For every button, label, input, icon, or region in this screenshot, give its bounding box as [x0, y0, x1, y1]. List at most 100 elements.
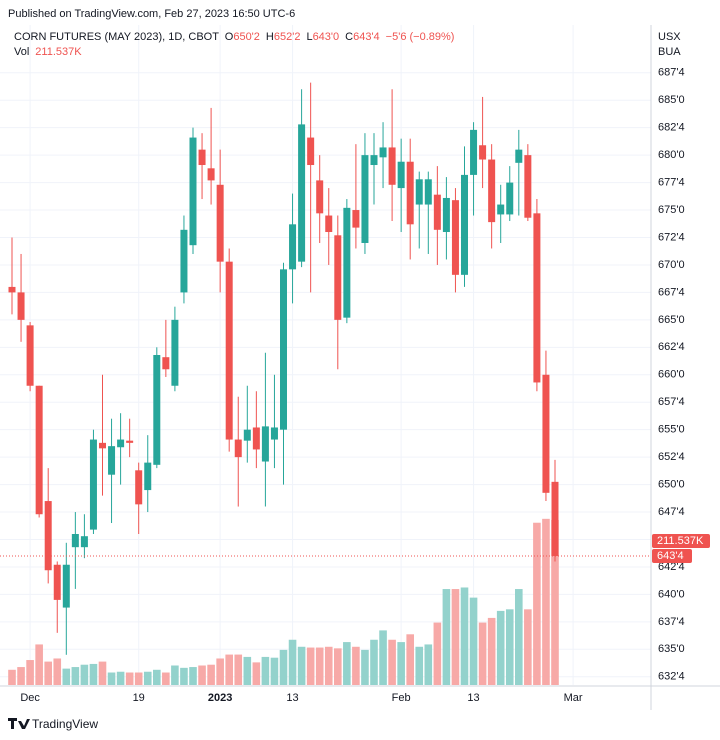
candle-body: [533, 213, 541, 383]
y-tick-label: 682'4: [658, 122, 685, 134]
volume-bar: [143, 671, 152, 685]
candle-body: [261, 426, 269, 462]
candle-body: [234, 439, 242, 458]
volume-bar: [424, 644, 433, 685]
candle-body: [379, 147, 387, 158]
candle-body: [361, 155, 369, 243]
volume-bar: [80, 664, 89, 685]
volume-bar: [62, 668, 71, 685]
volume-bar: [279, 649, 288, 685]
candle-body: [479, 145, 487, 160]
candle-body: [126, 440, 134, 443]
volume-bar: [107, 672, 116, 685]
legend-value: 652'2: [274, 31, 301, 43]
legend-key: O: [225, 31, 234, 43]
volume-bar: [234, 654, 243, 685]
candle-body: [207, 168, 215, 181]
plot: [0, 25, 651, 685]
candle-body: [424, 179, 432, 205]
volume-bar: [388, 639, 396, 685]
volume-bar: [125, 672, 134, 685]
volume-bar: [89, 663, 98, 685]
volume-bar: [505, 609, 514, 685]
y-tick-label: 675'0: [658, 204, 685, 216]
volume-bar: [243, 656, 252, 685]
candle-body: [144, 462, 152, 491]
candle-body: [542, 374, 550, 493]
candle-body: [35, 385, 43, 515]
candle-body: [488, 159, 496, 223]
candle-body: [298, 124, 306, 262]
candle-body: [80, 536, 88, 548]
volume-bar: [225, 654, 233, 685]
candle-body: [307, 137, 315, 166]
candle-body: [270, 427, 278, 440]
y-tick-label: 640'0: [658, 588, 685, 600]
y-tick-label: 670'0: [658, 259, 685, 271]
y-tick-label: 662'4: [658, 341, 685, 353]
volume-badge-label: 211.537K: [657, 535, 704, 547]
x-tick-label: 2023: [208, 692, 232, 704]
volume-bar: [415, 646, 424, 685]
volume-bar: [44, 661, 52, 685]
candle-body: [343, 207, 351, 318]
volume-bar: [153, 669, 161, 685]
legend-value: 650'2: [233, 31, 260, 43]
volume-bar: [460, 587, 469, 685]
candle-body: [89, 439, 97, 530]
volume-bar: [116, 671, 125, 685]
y-tick-label: 637'4: [658, 616, 685, 628]
volume-bar: [533, 522, 541, 685]
volume-bar: [26, 660, 34, 685]
candle-body: [26, 325, 34, 386]
legend-key: C: [345, 31, 353, 43]
candle-body: [117, 439, 125, 448]
candle-body: [153, 355, 161, 465]
legend-change: −5'6 (−0.89%): [386, 31, 455, 43]
candle-body: [44, 501, 52, 571]
legend-value: 643'0: [313, 31, 340, 43]
footer-logo: TradingView: [8, 717, 98, 731]
candle-body: [162, 357, 170, 370]
volume-bar: [71, 667, 80, 685]
x-tick-label: Feb: [392, 692, 411, 704]
published-note: Published on TradingView.com, Feb 27, 20…: [8, 8, 295, 20]
volume-bar: [306, 647, 315, 685]
y-tick-label: 635'0: [658, 643, 685, 655]
candle-body: [515, 149, 523, 163]
candle-body: [216, 184, 224, 262]
volume-bar: [469, 597, 478, 685]
volume-bar: [171, 665, 179, 685]
legend-key: L: [306, 31, 312, 43]
candle-body: [280, 269, 287, 430]
y-tick-label: 647'4: [658, 506, 685, 518]
volume-bar: [162, 672, 170, 685]
volume-bar: [180, 667, 188, 685]
volume-bar: [542, 518, 550, 685]
volume-bar: [352, 646, 360, 685]
volume-bar: [270, 657, 279, 685]
y-tick-label: 632'4: [658, 671, 685, 683]
candle-body: [415, 179, 423, 205]
volume-bar: [524, 609, 532, 685]
candle-body: [470, 129, 478, 175]
unit: BUA: [658, 46, 681, 58]
candle-body: [406, 161, 414, 225]
candle-body: [506, 182, 514, 215]
candle-body: [17, 292, 25, 320]
volume-bar: [361, 649, 369, 685]
volume-bar: [315, 647, 324, 685]
candle-body: [442, 197, 450, 233]
legend-value: 211.537K: [35, 46, 82, 58]
candle-body: [433, 194, 441, 230]
x-tick-label: Dec: [20, 692, 40, 704]
volume-bar: [515, 589, 523, 685]
symbol: CORN FUTURES (MAY 2023), 1D, CBOT: [14, 31, 219, 43]
y-tick-label: 657'4: [658, 396, 685, 408]
volume-bar: [261, 656, 270, 685]
volume-bar: [442, 589, 451, 685]
candle-body: [180, 229, 188, 293]
candle-body: [289, 224, 297, 270]
volume-bar: [207, 664, 215, 685]
